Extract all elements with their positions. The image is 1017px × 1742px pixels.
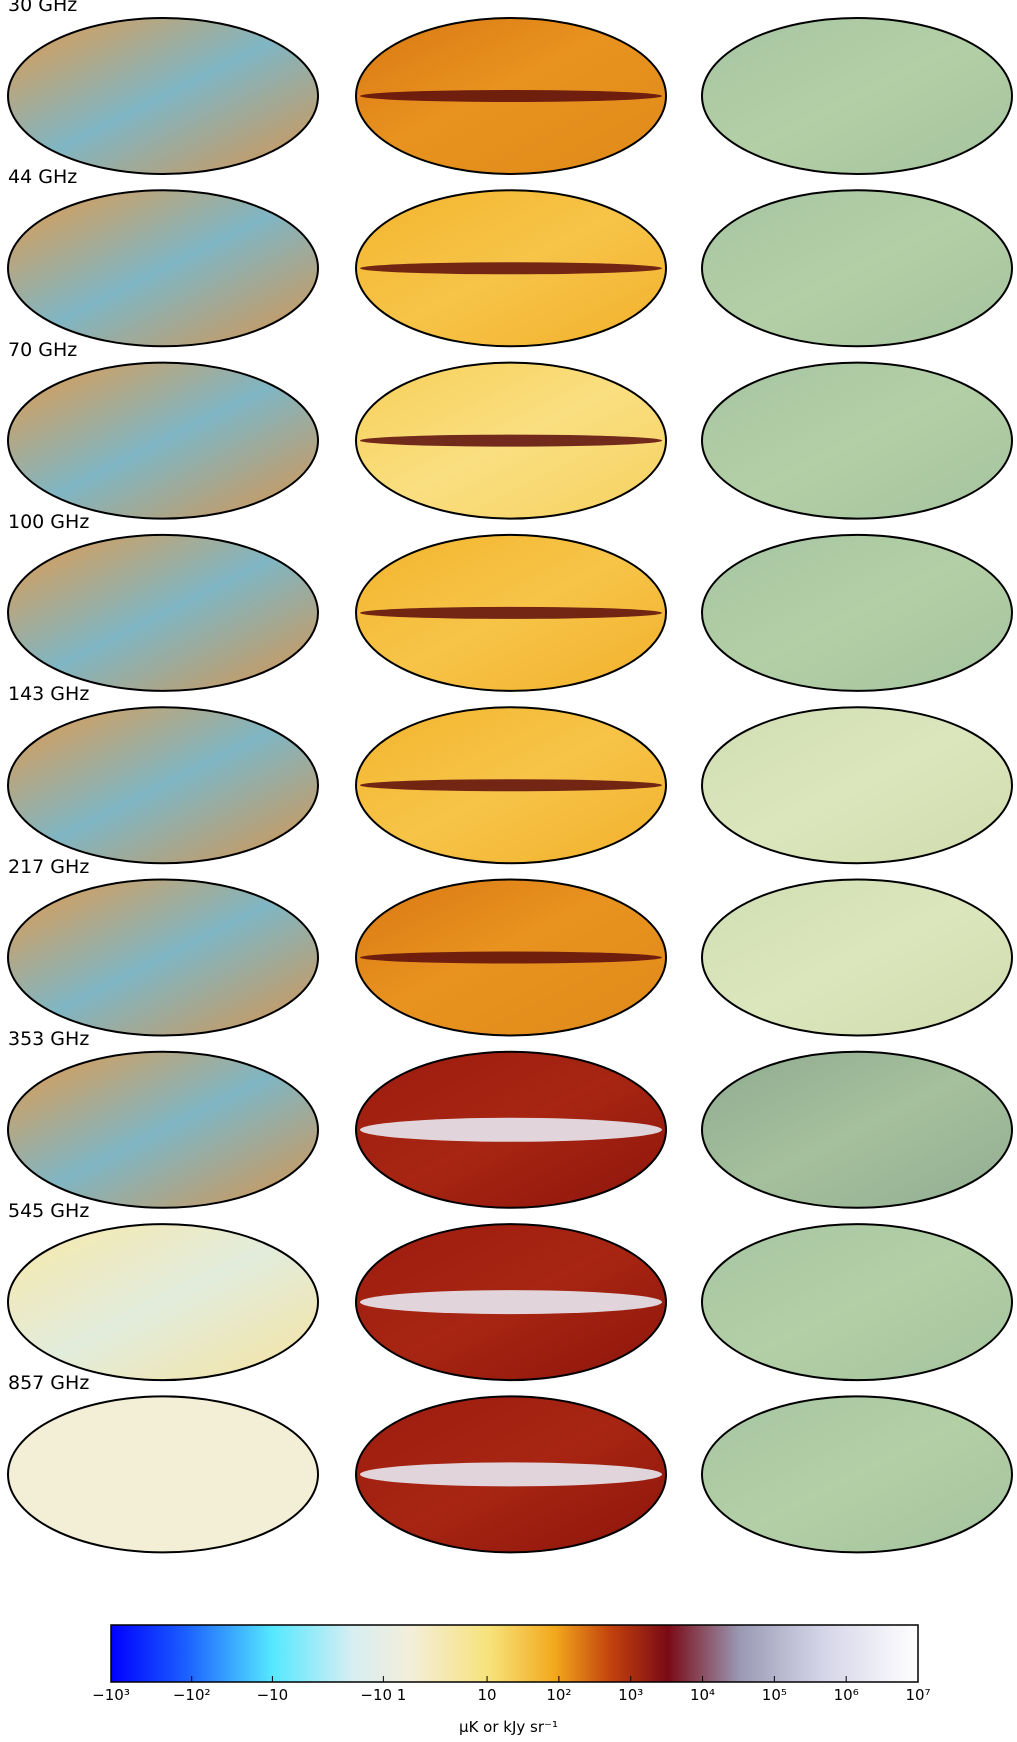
cmb-map	[7, 1223, 319, 1382]
residual-map	[701, 1050, 1013, 1209]
residual-map	[701, 878, 1013, 1037]
colorbar-rect	[110, 1624, 919, 1683]
galactic-plane-band	[360, 1462, 662, 1487]
colorbar-tick-label: 10⁴	[689, 1686, 716, 1704]
colorbar-tick-label: −10 1	[360, 1686, 407, 1704]
galactic-plane-band	[360, 779, 662, 792]
frequency-label: 143 GHz	[8, 683, 90, 706]
colorbar-tick-label: 10	[477, 1686, 497, 1704]
galactic-plane-band	[360, 951, 662, 964]
residual-map	[701, 361, 1013, 520]
galactic-plane-band	[360, 1290, 662, 1315]
colorbar-tick-label: −10²	[172, 1686, 211, 1704]
cmb-map	[7, 878, 319, 1037]
galactic-plane-band	[360, 606, 662, 619]
frequency-label: 545 GHz	[8, 1200, 90, 1223]
cmb-map	[7, 1050, 319, 1209]
sky-maps	[7, 17, 1013, 1554]
cmb-map	[7, 361, 319, 520]
colorbar-tick-label: 10⁵	[761, 1686, 787, 1704]
residual-map	[701, 1223, 1013, 1382]
colorbar-tick-label: 10²	[546, 1686, 572, 1704]
colorbar: −10³ −10² −10 −10 1 10 10² 10³ 10⁴ 10⁵ 10⁶ 10⁷ μK …	[0, 1590, 1017, 1740]
colorbar-tick-label: −10	[256, 1686, 289, 1704]
frequency-label: 353 GHz	[8, 1027, 90, 1050]
colorbar-gradient	[110, 1624, 919, 1683]
colorbar-unit-label: μK or kJy sr⁻¹	[459, 1718, 558, 1736]
galactic-plane-band	[360, 434, 662, 447]
galactic-plane-band	[360, 1117, 662, 1142]
residual-map	[701, 706, 1013, 865]
residual-map	[701, 189, 1013, 348]
galactic-plane-band	[360, 90, 662, 102]
residual-map	[701, 533, 1013, 692]
frequency-label: 30 GHz	[8, 0, 78, 16]
colorbar-tick-label: 10³	[618, 1686, 644, 1704]
residual-map	[701, 17, 1013, 175]
map-grid: 30 GHz 44 GHz 70 GHz 100 GHz 143 GHz 217 GHz 3…	[7, 0, 1013, 1554]
galactic-plane-band	[360, 262, 662, 275]
cmb-map	[7, 189, 319, 348]
frequency-label: 70 GHz	[8, 338, 78, 361]
frequency-label: 44 GHz	[8, 166, 78, 189]
frequency-label: 217 GHz	[8, 855, 90, 878]
residual-map	[701, 1395, 1013, 1554]
colorbar-tick-label: 10⁶	[833, 1686, 859, 1704]
cmb-map	[7, 706, 319, 865]
colorbar-tick-label: −10³	[92, 1686, 130, 1704]
frequency-label: 857 GHz	[8, 1372, 90, 1395]
cmb-map	[7, 1395, 319, 1554]
cmb-map	[7, 17, 319, 175]
colorbar-tick-label: 10⁷	[905, 1686, 931, 1704]
cmb-map	[7, 533, 319, 692]
frequency-label: 100 GHz	[8, 510, 90, 533]
